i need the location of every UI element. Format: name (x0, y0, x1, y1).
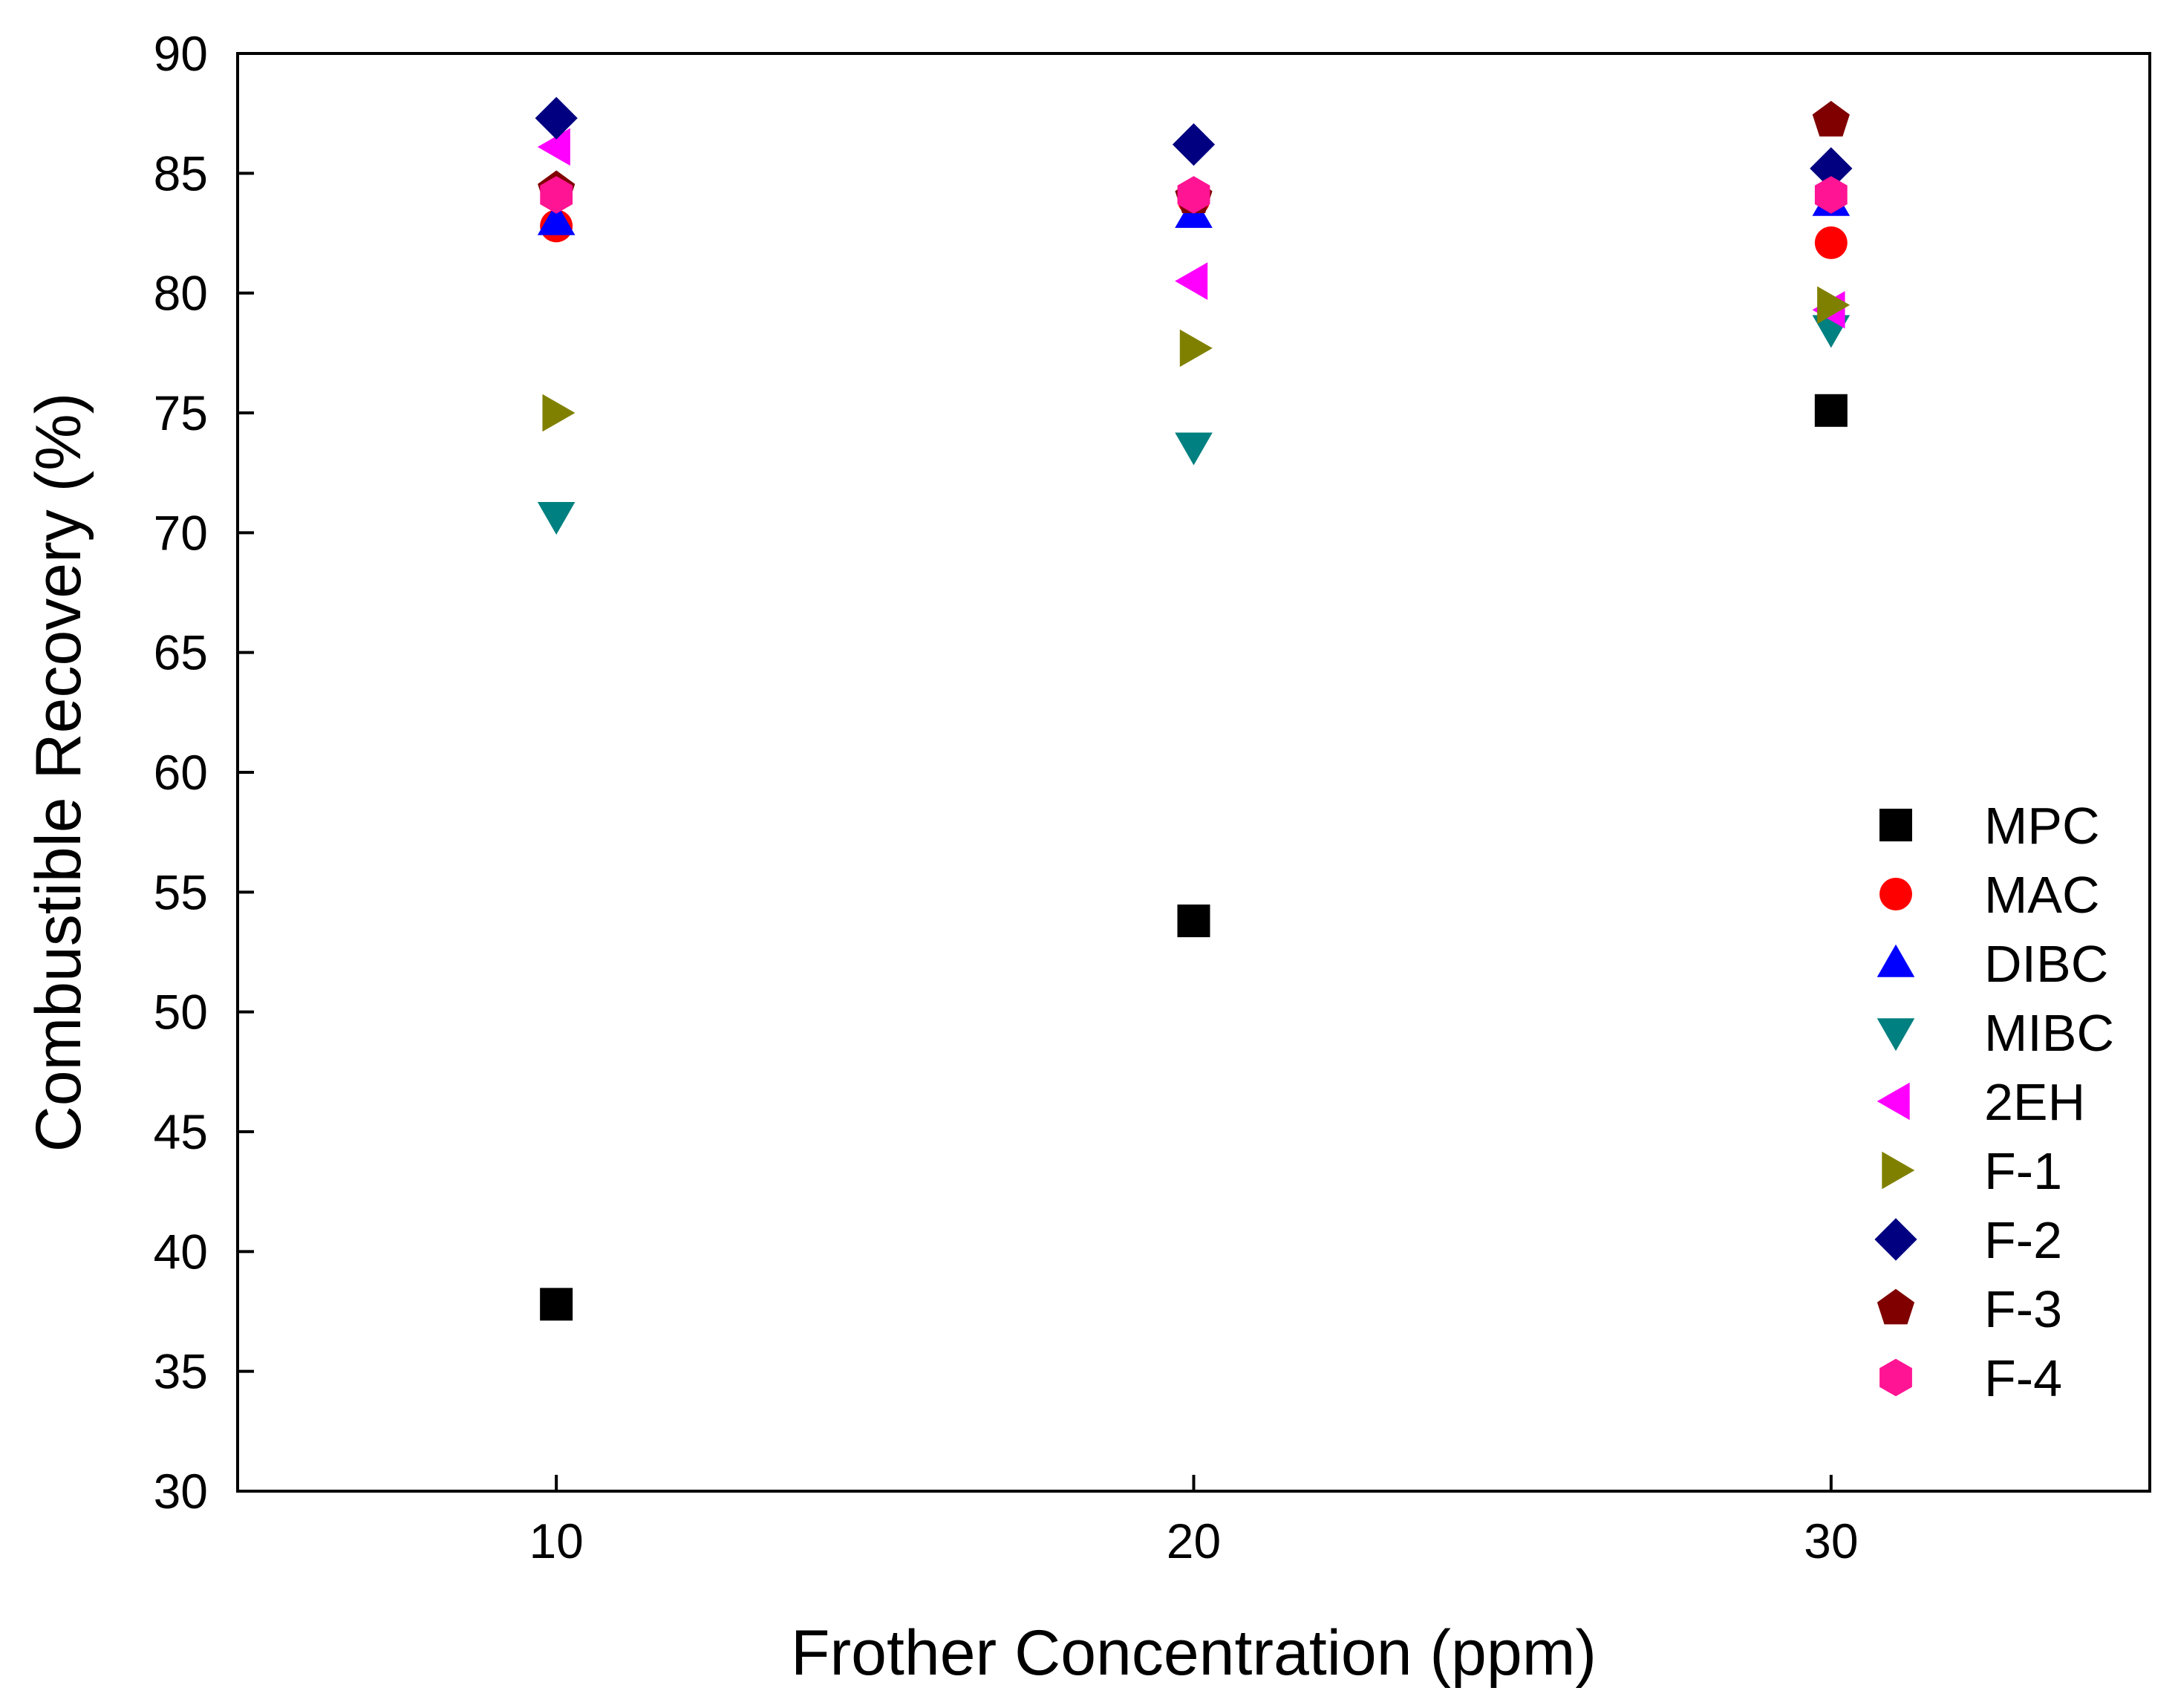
legend: MPC MAC DIBC MIBC 2EH F-1 F-2 F-3 F-4 (1874, 797, 2114, 1407)
legend-marker (1877, 1018, 1915, 1052)
series-f-4 (540, 176, 1848, 214)
legend-marker (1874, 1218, 1917, 1261)
legend-marker (1879, 878, 1912, 910)
point-f-1 (542, 394, 576, 432)
point-f-4 (1177, 176, 1210, 214)
legend-item: F-1 (1882, 1142, 2062, 1200)
point-f-1 (1817, 286, 1851, 325)
y-tick-label: 35 (154, 1344, 208, 1399)
y-tick-label: 45 (154, 1104, 208, 1159)
y-tick-label: 50 (154, 985, 208, 1040)
legend-marker (1877, 944, 1915, 977)
legend-item: F-4 (1879, 1349, 2062, 1407)
data-points (535, 97, 1853, 1321)
legend-marker (1877, 1288, 1915, 1325)
y-tick-label: 70 (154, 505, 208, 560)
point-mac (1814, 226, 1848, 259)
point-2eh (1175, 262, 1208, 300)
legend-item: F-2 (1874, 1211, 2062, 1269)
series-mpc (540, 394, 1848, 1321)
legend-label: F-1 (1984, 1142, 2062, 1200)
point-f-2 (1172, 123, 1216, 166)
point-mpc (1814, 394, 1848, 427)
legend-item: F-3 (1877, 1280, 2062, 1338)
legend-item: MPC (1879, 797, 2100, 855)
y-tick-label: 60 (154, 745, 208, 800)
legend-label: F-2 (1984, 1211, 2062, 1269)
point-dibc (537, 202, 576, 235)
legend-label: 2EH (1984, 1073, 2085, 1131)
legend-item: 2EH (1877, 1073, 2085, 1131)
series-f-2 (535, 97, 1853, 190)
y-tick-label: 80 (154, 266, 208, 321)
axes: 30 35 40 45 50 55 60 65 70 75 80 85 90 10 20 30 (154, 26, 2151, 1568)
point-mpc (540, 1288, 573, 1321)
point-f-4 (540, 176, 573, 214)
point-mpc (1177, 904, 1210, 938)
legend-marker (1882, 1151, 1915, 1190)
legend-item: MIBC (1877, 1004, 2114, 1062)
point-f-3 (1812, 100, 1850, 137)
y-tick-label: 40 (154, 1224, 208, 1279)
legend-label: F-3 (1984, 1280, 2062, 1338)
legend-label: DIBC (1984, 935, 2108, 993)
point-2eh (537, 128, 570, 166)
point-f-2 (1810, 147, 1853, 190)
legend-label: MAC (1984, 866, 2100, 924)
y-tick-label: 90 (154, 26, 208, 81)
x-tick-label: 20 (1167, 1513, 1221, 1568)
y-tick-label: 65 (154, 625, 208, 680)
series-f-1 (542, 286, 1851, 432)
legend-marker (1877, 1082, 1910, 1121)
legend-label: MIBC (1984, 1004, 2114, 1062)
legend-marker (1879, 1358, 1912, 1397)
legend-label: F-4 (1984, 1349, 2062, 1407)
point-mibc (1175, 432, 1213, 466)
point-f-1 (1179, 329, 1213, 368)
y-tick-label: 55 (154, 864, 208, 919)
legend-item: MAC (1879, 866, 2100, 924)
y-tick-label: 30 (154, 1464, 208, 1519)
y-axis-title: Combustible Recovery (%) (23, 393, 94, 1153)
point-f-4 (1814, 176, 1848, 214)
point-f-2 (535, 97, 578, 140)
x-tick-label: 10 (529, 1513, 583, 1568)
point-mibc (537, 502, 576, 535)
y-tick-label: 85 (154, 146, 208, 201)
legend-item: DIBC (1877, 935, 2108, 993)
legend-label: MPC (1984, 797, 2100, 855)
legend-marker (1879, 809, 1912, 841)
x-axis-title: Frother Concentration (ppm) (791, 1617, 1597, 1689)
y-tick-label: 75 (154, 385, 208, 440)
x-tick-label: 30 (1804, 1513, 1858, 1568)
plot-frame (236, 52, 2151, 1493)
